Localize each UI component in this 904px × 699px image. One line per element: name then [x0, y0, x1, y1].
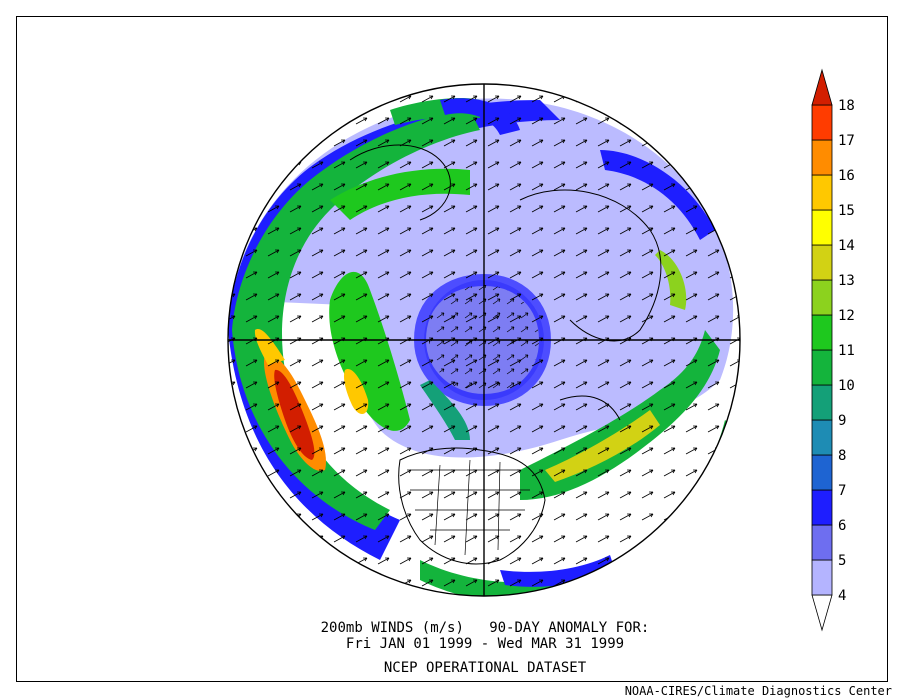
colorbar-label: 5 — [838, 553, 846, 569]
colorbar-swatch — [811, 174, 833, 211]
colorbar-label: 9 — [838, 413, 846, 429]
colorbar-label: 12 — [838, 308, 855, 324]
colorbar-swatch — [811, 349, 833, 386]
colorbar-label: 13 — [838, 273, 855, 289]
map-date-range: Fri JAN 01 1999 - Wed MAR 31 1999 — [345, 636, 625, 652]
colorbar-label: 6 — [838, 518, 846, 534]
colorbar-swatch — [811, 314, 833, 351]
colorbar-swatch — [811, 594, 833, 632]
colorbar-swatch — [811, 279, 833, 316]
colorbar-label: 4 — [838, 588, 846, 604]
colorbar-swatch — [811, 489, 833, 526]
colorbar-swatch — [811, 244, 833, 281]
map-dataset: NCEP OPERATIONAL DATASET — [383, 660, 587, 676]
map-title: 200mb WINDS (m/s) 90-DAY ANOMALY FOR: — [320, 620, 650, 636]
colorbar-swatch — [811, 559, 833, 596]
colorbar: 4 5 6 7 8 9 10 11 12 13 14 15 16 17 18 — [811, 68, 855, 632]
colorbar-swatch — [811, 384, 833, 421]
colorbar-swatch — [811, 524, 833, 561]
colorbar-swatch — [811, 419, 833, 456]
colorbar-label: 17 — [838, 133, 855, 149]
colorbar-swatch — [811, 209, 833, 246]
colorbar-label: 11 — [838, 343, 855, 359]
colorbar-label: 14 — [838, 238, 855, 254]
colorbar-label: 7 — [838, 483, 846, 499]
colorbar-swatch — [811, 139, 833, 176]
credit-text: NOAA-CIRES/Climate Diagnostics Center — [624, 684, 892, 698]
plot-frame — [16, 16, 888, 682]
colorbar-label: 15 — [838, 203, 855, 219]
colorbar-label: 18 — [838, 98, 855, 114]
colorbar-label: 8 — [838, 448, 846, 464]
north-america-coast — [398, 447, 546, 565]
colorbar-label: 10 — [838, 378, 855, 394]
colorbar-swatch — [811, 104, 833, 141]
colorbar-swatch — [811, 68, 833, 106]
colorbar-swatch — [811, 454, 833, 491]
colorbar-label: 16 — [838, 168, 855, 184]
